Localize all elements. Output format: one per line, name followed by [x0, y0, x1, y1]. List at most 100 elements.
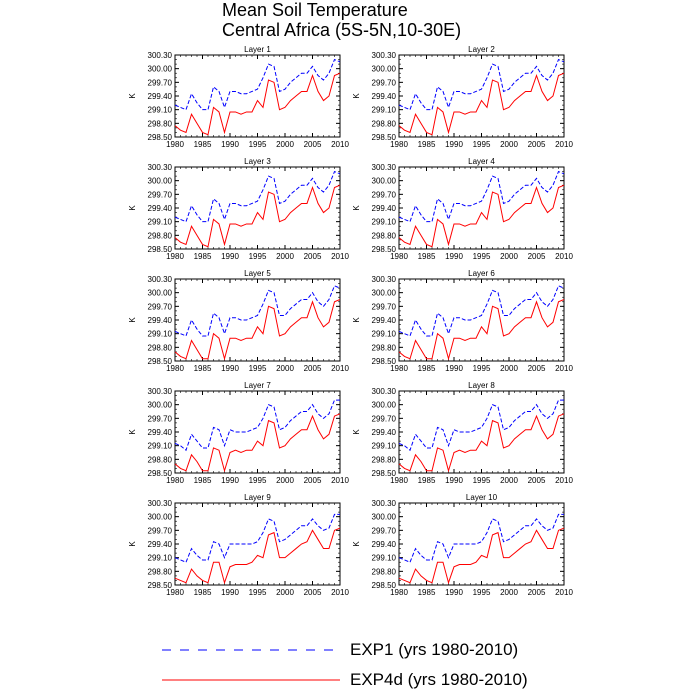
series-line-exp1: [174, 58, 341, 111]
series-line-exp1: [174, 285, 341, 337]
panel-layer-7: Layer 7 298.50 298.80 299.10 299.40 299.70 300…: [128, 381, 349, 485]
panel-frame: [398, 166, 565, 250]
y-tick-label: 299.40: [148, 428, 173, 437]
y-axis-label: K: [128, 317, 137, 323]
y-axis-label: K: [352, 541, 361, 547]
y-tick-label: 299.40: [148, 92, 173, 101]
x-tick-label: 2010: [331, 364, 349, 373]
y-tick-label: 298.80: [372, 231, 397, 240]
panel-frame: [174, 166, 341, 250]
x-tick-label: 2010: [555, 588, 573, 597]
x-tick-label: 1995: [473, 252, 491, 261]
series-line-exp4d: [398, 527, 565, 585]
x-tick-label: 1990: [221, 476, 239, 485]
y-tick-label: 298.80: [372, 567, 397, 576]
panel-title: Layer 3: [244, 157, 271, 166]
x-tick-label: 1980: [390, 476, 408, 485]
y-tick-label: 300.30: [148, 51, 173, 60]
x-tick-label: 1995: [473, 476, 491, 485]
x-tick-label: 1995: [473, 588, 491, 597]
x-tick-label: 2010: [555, 140, 573, 149]
y-tick-label: 298.50: [372, 581, 397, 590]
y-tick-label: 300.00: [372, 65, 397, 74]
y-tick-label: 299.10: [148, 330, 173, 339]
panel-layer-3: Layer 3 298.50 298.80 299.10 299.40 299.70 300…: [128, 157, 349, 261]
panel-title: Layer 5: [244, 269, 271, 278]
y-tick-label: 300.00: [148, 289, 173, 298]
y-tick-label: 299.70: [148, 78, 173, 87]
x-tick-label: 1980: [166, 140, 184, 149]
y-tick-label: 299.40: [372, 428, 397, 437]
y-tick-label: 299.10: [372, 330, 397, 339]
y-tick-label: 300.30: [148, 387, 173, 396]
panel-layer-10: Layer 10 298.50 298.80 299.10 299.40 299.70 30…: [352, 493, 573, 597]
y-tick-label: 299.10: [372, 218, 397, 227]
y-tick-label: 299.40: [148, 540, 173, 549]
series-line-exp4d: [398, 72, 565, 136]
panel-layer-1: Layer 1 298.50 298.80 299.10 299.40 299.70 300…: [128, 45, 349, 149]
y-tick-label: 300.00: [372, 177, 397, 186]
x-tick-label: 1990: [445, 364, 463, 373]
panel-layer-6: Layer 6 298.50 298.80 299.10 299.40 299.70 300…: [352, 269, 573, 373]
y-tick-label: 298.50: [372, 469, 397, 478]
x-tick-label: 2005: [304, 252, 322, 261]
panel-frame: [174, 278, 341, 362]
x-tick-label: 2000: [276, 364, 294, 373]
y-tick-label: 299.70: [148, 302, 173, 311]
x-tick-label: 1985: [194, 364, 212, 373]
x-tick-label: 1980: [390, 588, 408, 597]
x-tick-label: 1995: [249, 476, 267, 485]
panel-frame: [174, 502, 341, 586]
y-axis-label: K: [128, 541, 137, 547]
y-tick-label: 300.00: [372, 401, 397, 410]
panel-title: Layer 4: [468, 157, 495, 166]
y-tick-label: 300.30: [148, 163, 173, 172]
y-tick-label: 299.70: [372, 526, 397, 535]
y-tick-label: 299.10: [372, 442, 397, 451]
panel-title: Layer 8: [468, 381, 495, 390]
x-tick-label: 1990: [445, 588, 463, 597]
y-tick-label: 298.80: [372, 455, 397, 464]
x-tick-label: 2000: [500, 588, 518, 597]
y-axis-label: K: [128, 93, 137, 99]
x-tick-label: 1990: [221, 588, 239, 597]
x-tick-label: 2005: [528, 588, 546, 597]
series-line-exp1: [398, 170, 565, 223]
y-tick-label: 298.50: [372, 357, 397, 366]
x-tick-label: 1985: [418, 364, 436, 373]
x-tick-label: 2000: [500, 140, 518, 149]
series-line-exp1: [398, 513, 564, 563]
y-tick-label: 299.10: [372, 106, 397, 115]
x-tick-label: 2010: [331, 252, 349, 261]
y-tick-label: 299.70: [148, 190, 173, 199]
x-tick-label: 2010: [555, 476, 573, 485]
y-tick-label: 300.30: [148, 499, 173, 508]
y-tick-label: 299.10: [372, 554, 397, 563]
y-tick-label: 300.30: [372, 163, 397, 172]
y-tick-label: 299.40: [148, 316, 173, 325]
y-tick-label: 300.00: [372, 513, 397, 522]
series-line-exp4d: [174, 184, 341, 248]
panel-title: Layer 1: [244, 45, 271, 54]
y-axis-label: K: [352, 317, 361, 323]
y-axis-label: K: [128, 429, 137, 435]
legend-label-exp1: EXP1 (yrs 1980-2010): [350, 640, 519, 659]
series-line-exp4d: [174, 299, 341, 361]
series-line-exp4d: [174, 413, 341, 473]
x-tick-label: 1985: [194, 588, 212, 597]
x-tick-label: 1985: [418, 476, 436, 485]
series-line-exp4d: [174, 527, 341, 585]
panel-title: Layer 10: [466, 493, 498, 502]
x-tick-label: 1985: [194, 476, 212, 485]
y-tick-label: 300.30: [372, 499, 397, 508]
y-tick-label: 300.30: [372, 387, 397, 396]
x-tick-label: 2000: [276, 476, 294, 485]
y-tick-label: 299.40: [372, 92, 397, 101]
chart-title-line2: Central Africa (5S-5N,10-30E): [222, 20, 462, 40]
panel-frame: [174, 54, 341, 138]
y-tick-label: 300.30: [372, 275, 397, 284]
y-tick-label: 299.70: [372, 414, 397, 423]
y-tick-label: 298.50: [148, 581, 173, 590]
y-tick-label: 298.50: [148, 357, 173, 366]
panel-layer-9: Layer 9 298.50 298.80 299.10 299.40 299.70 300…: [128, 493, 349, 597]
